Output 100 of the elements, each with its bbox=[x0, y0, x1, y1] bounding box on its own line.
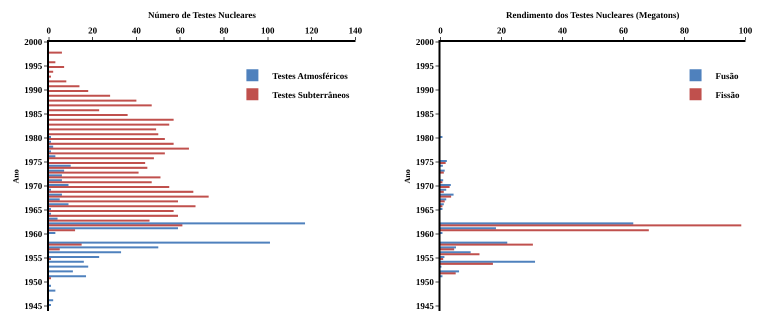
bar bbox=[48, 176, 160, 178]
bar bbox=[48, 128, 156, 130]
bar bbox=[48, 166, 148, 169]
y-axis-title: Ano bbox=[403, 169, 412, 184]
y-tick-label: 1950 bbox=[24, 277, 43, 288]
x-tick-label: 40 bbox=[132, 26, 142, 36]
bar bbox=[48, 174, 62, 176]
legend-label: Testes Atmosféricos bbox=[272, 70, 348, 81]
bar bbox=[440, 251, 471, 254]
bar bbox=[440, 272, 456, 274]
x-tick-label: 120 bbox=[304, 26, 319, 36]
bar bbox=[440, 196, 452, 198]
bar bbox=[48, 256, 100, 258]
y-tick-label: 1945 bbox=[24, 301, 43, 312]
bar bbox=[48, 266, 88, 268]
bar bbox=[48, 164, 71, 167]
bar bbox=[48, 222, 306, 224]
bar bbox=[48, 299, 54, 302]
y-tick-label: 1965 bbox=[24, 205, 43, 216]
x-tick-label: 40 bbox=[558, 26, 568, 36]
bar bbox=[48, 220, 150, 222]
x-tick-label: 60 bbox=[176, 26, 186, 36]
bar bbox=[48, 162, 146, 164]
bar bbox=[440, 190, 444, 193]
y-tick-label: 1960 bbox=[416, 229, 434, 240]
bar bbox=[48, 214, 178, 217]
y-tick-label: 2000 bbox=[24, 37, 43, 48]
x-tick-label: 20 bbox=[496, 26, 506, 36]
bar bbox=[48, 184, 68, 186]
bar bbox=[48, 270, 73, 272]
bar bbox=[440, 188, 446, 191]
bar bbox=[48, 190, 194, 193]
bar bbox=[48, 155, 56, 158]
bar bbox=[48, 244, 82, 246]
chart-title: Rendimento dos Testes Nucleares (Megatons) bbox=[506, 10, 680, 20]
bar bbox=[48, 124, 170, 126]
bar bbox=[440, 160, 447, 162]
y-tick-label: 1945 bbox=[416, 301, 434, 312]
legend-label: Fusão bbox=[716, 70, 740, 81]
bar bbox=[48, 70, 54, 73]
bar bbox=[48, 94, 110, 97]
y-tick-label: 1960 bbox=[24, 229, 43, 240]
x-tick-label: 140 bbox=[348, 26, 363, 36]
bar bbox=[440, 186, 450, 188]
x-tick-label: 20 bbox=[88, 26, 98, 36]
y-tick-label: 1975 bbox=[24, 157, 43, 168]
bar bbox=[48, 205, 196, 208]
bar bbox=[48, 246, 158, 248]
bar bbox=[48, 196, 209, 198]
bar bbox=[440, 194, 454, 196]
bar bbox=[48, 109, 100, 112]
bar bbox=[440, 222, 634, 224]
bar bbox=[48, 85, 80, 88]
bar bbox=[48, 148, 189, 150]
bar bbox=[48, 198, 60, 200]
y-tick-label: 1985 bbox=[416, 109, 434, 120]
bar bbox=[48, 186, 170, 188]
bar bbox=[48, 142, 174, 145]
bar bbox=[48, 172, 139, 174]
bar bbox=[48, 90, 88, 92]
bar bbox=[440, 244, 533, 246]
y-tick-label: 1980 bbox=[24, 133, 43, 144]
bar bbox=[440, 224, 742, 226]
bar bbox=[48, 194, 62, 196]
legend-label: Fissão bbox=[716, 90, 740, 100]
y-tick-label: 1965 bbox=[416, 205, 434, 216]
y-tick-label: 1980 bbox=[416, 133, 434, 144]
y-tick-label: 1955 bbox=[416, 253, 434, 264]
bar bbox=[440, 262, 493, 265]
bar bbox=[440, 270, 460, 272]
bar bbox=[48, 66, 64, 68]
x-tick-label: 80 bbox=[219, 26, 229, 36]
y-tick-label: 1950 bbox=[416, 277, 434, 288]
y-tick-label: 1975 bbox=[416, 157, 434, 168]
y-tick-label: 1970 bbox=[24, 181, 43, 192]
bar bbox=[48, 133, 158, 136]
y-tick-label: 2000 bbox=[416, 37, 434, 48]
y-tick-label: 1990 bbox=[24, 85, 43, 96]
bar bbox=[48, 290, 56, 292]
bar bbox=[48, 232, 56, 234]
y-tick-label: 1985 bbox=[24, 109, 43, 120]
bar bbox=[48, 227, 178, 230]
y-tick-label: 1995 bbox=[416, 61, 434, 72]
bar bbox=[48, 224, 182, 226]
x-tick-label: 80 bbox=[680, 26, 690, 36]
bar bbox=[48, 152, 165, 154]
bar bbox=[440, 258, 444, 260]
x-tick-label: 60 bbox=[619, 26, 629, 36]
bar bbox=[48, 118, 174, 121]
bar bbox=[48, 218, 58, 220]
bar bbox=[48, 170, 64, 172]
y-tick-label: 1955 bbox=[24, 253, 43, 264]
bar bbox=[440, 184, 451, 186]
bar bbox=[48, 242, 270, 244]
bar bbox=[440, 253, 480, 256]
bar bbox=[440, 260, 536, 263]
bar bbox=[48, 200, 178, 202]
bar bbox=[48, 52, 62, 54]
legend-label: Testes Subterrâneos bbox=[272, 90, 350, 100]
bar bbox=[48, 210, 174, 212]
